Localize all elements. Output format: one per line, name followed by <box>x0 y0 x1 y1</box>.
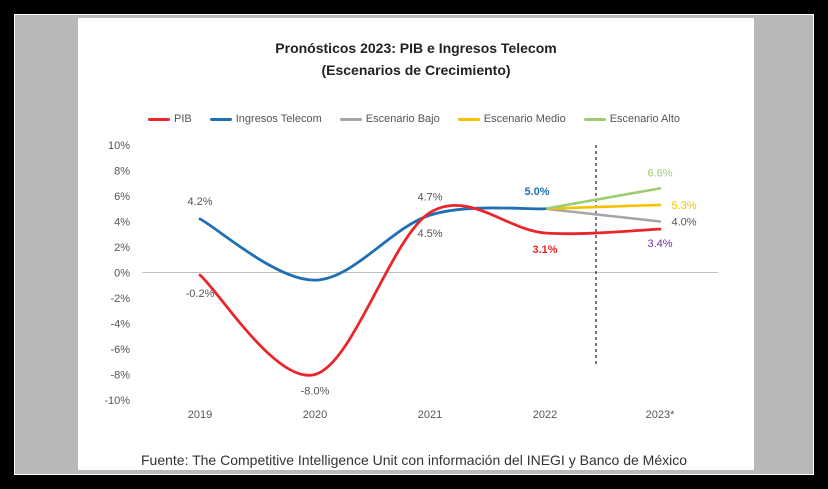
data-label-pib: 3.1% <box>532 244 557 256</box>
data-label-pib: -8.0% <box>301 386 330 398</box>
chart-panel: Pronósticos 2023: PIB e Ingresos Telecom… <box>78 18 754 470</box>
y-tick-label: 6% <box>114 191 130 203</box>
data-label-ingresos-telecom: 4.2% <box>187 196 212 208</box>
x-tick-label: 2020 <box>303 409 327 421</box>
data-label-pib: -0.2% <box>186 288 215 300</box>
legend-item-alto: Escenario Alto <box>583 113 681 125</box>
y-tick-label: 2% <box>114 242 130 254</box>
x-tick-label: 2022 <box>533 409 557 421</box>
legend-item-medio: Escenario Medio <box>457 113 566 125</box>
series-line-ingresos-telecom <box>198 206 547 282</box>
legend-label-ingresos: Ingresos Telecom <box>235 113 322 125</box>
y-tick-label: -8% <box>110 370 130 382</box>
x-tick-label: 2023* <box>646 409 675 421</box>
data-label-pib: 3.4% <box>647 238 672 250</box>
legend-swatch-medio <box>457 117 480 121</box>
data-label-pib: 4.7% <box>417 192 442 204</box>
legend-label-medio: Escenario Medio <box>483 113 566 125</box>
x-tick-label: 2021 <box>418 409 442 421</box>
x-tick-label: 2019 <box>188 409 212 421</box>
y-tick-label: -2% <box>110 293 130 305</box>
chart-title: Pronósticos 2023: PIB e Ingresos Telecom <box>275 40 557 56</box>
legend-item-bajo: Escenario Bajo <box>339 113 440 125</box>
y-tick-label: -10% <box>104 395 130 407</box>
legend-swatch-alto <box>583 117 606 121</box>
legend-swatch-pib <box>148 117 170 121</box>
data-label-escenario-alto: 6.6% <box>647 167 672 179</box>
source-note: Fuente: The Competitive Intelligence Uni… <box>140 452 687 468</box>
y-tick-label: 10% <box>108 140 130 152</box>
y-tick-label: 8% <box>114 166 130 178</box>
y-tick-label: 0% <box>114 268 130 280</box>
y-tick-label: 4% <box>114 217 130 229</box>
legend-label-bajo: Escenario Bajo <box>365 113 440 125</box>
series-line-escenario-alto <box>543 187 662 211</box>
data-label-escenario-medio: 5.3% <box>671 200 696 212</box>
data-label-ingresos-telecom: 4.5% <box>417 228 442 240</box>
legend: PIB Ingresos Telecom Escenario Bajo Esce… <box>148 113 680 125</box>
series-line-escenario-bajo <box>543 207 662 223</box>
series-line-pib <box>198 204 662 377</box>
legend-item-ingresos: Ingresos Telecom <box>209 113 322 125</box>
y-tick-label: -4% <box>110 319 130 331</box>
chart-subtitle: (Escenarios de Crecimiento) <box>321 62 511 78</box>
legend-swatch-bajo <box>339 117 362 121</box>
data-label-ingresos-telecom: 5.0% <box>524 186 549 198</box>
legend-label-alto: Escenario Alto <box>609 113 681 125</box>
y-tick-label: -6% <box>110 344 130 356</box>
legend-item-pib: PIB <box>148 113 192 125</box>
legend-swatch-ingresos <box>209 117 232 121</box>
data-label-escenario-bajo: 4.0% <box>671 217 696 229</box>
legend-label-pib: PIB <box>174 113 192 125</box>
